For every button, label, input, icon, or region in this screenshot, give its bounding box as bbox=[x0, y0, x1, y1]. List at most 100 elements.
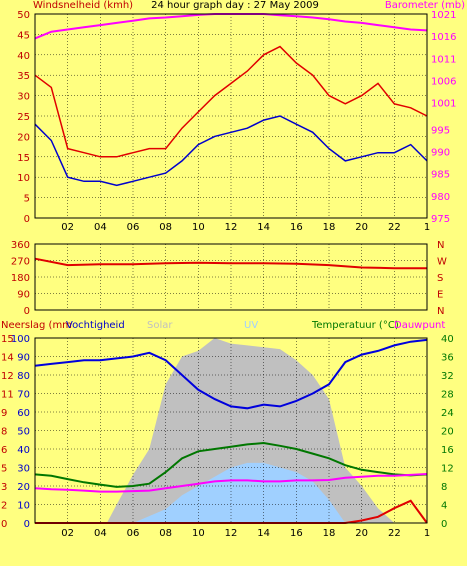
barometer-y-tick-label: 1001 bbox=[431, 99, 456, 110]
direction-line bbox=[34, 257, 427, 270]
temperature-y-tick-label: 20 bbox=[441, 427, 454, 438]
direction-compass-label: N bbox=[437, 306, 444, 317]
wind-y-tick-label: 40 bbox=[17, 51, 30, 62]
barometer-y-tick-label: 985 bbox=[431, 170, 450, 181]
wind-x-tick-label: 08 bbox=[159, 222, 172, 233]
wind-x-tick-label: 02 bbox=[61, 222, 74, 233]
humidity-y-tick-label: 50 bbox=[17, 427, 30, 438]
humidity-y-tick-label: 90 bbox=[17, 353, 30, 364]
barometer-y-tick-label: 975 bbox=[431, 214, 450, 225]
label-uv: UV bbox=[244, 320, 259, 331]
weather-x-tick-label: 10 bbox=[192, 528, 205, 539]
wind-y-tick-label: 35 bbox=[17, 71, 30, 82]
rain-y-tick-label: 12 bbox=[1, 371, 14, 382]
rain-y-tick-label: 11 bbox=[1, 390, 14, 401]
label-solar: Solar bbox=[147, 320, 173, 331]
rain-y-tick-label: 6 bbox=[1, 445, 7, 456]
rain-y-tick-label: 2 bbox=[1, 501, 7, 512]
weather-x-tick-label: 06 bbox=[127, 528, 140, 539]
wind-y-tick-label: 0 bbox=[24, 214, 30, 225]
barometer-y-tick-label: 1011 bbox=[431, 54, 456, 65]
barometer-y-tick-label: 995 bbox=[431, 125, 450, 136]
header-title: 24 hour graph day : 27 May 2009 bbox=[151, 0, 319, 11]
humidity-y-tick-label: 60 bbox=[17, 408, 30, 419]
direction-y-tick-label: 0 bbox=[24, 306, 30, 317]
barometer-y-tick-label: 1006 bbox=[431, 77, 456, 88]
wind-x-tick-label: 20 bbox=[355, 222, 368, 233]
rain-y-tick-label: 15 bbox=[1, 334, 14, 345]
humidity-y-tick-label: 100 bbox=[11, 334, 30, 345]
weather-x-tick-label: 16 bbox=[290, 528, 303, 539]
wind-x-tick-label: 10 bbox=[192, 222, 205, 233]
header-wind-label: Windsnelheid (kmh) bbox=[33, 0, 134, 11]
direction-compass-label: W bbox=[437, 257, 447, 268]
temperature-y-tick-label: 24 bbox=[441, 408, 454, 419]
wind-x-tick-label: 18 bbox=[323, 222, 336, 233]
weather-x-tick-label: 22 bbox=[388, 528, 401, 539]
weather-frame bbox=[34, 337, 428, 524]
weather-x-tick-label: 08 bbox=[159, 528, 172, 539]
wind-y-tick-label: 15 bbox=[17, 153, 30, 164]
wind-x-tick-label: 04 bbox=[94, 222, 107, 233]
temperature-y-tick-label: 0 bbox=[441, 519, 447, 530]
wind-y-tick-label: 20 bbox=[17, 132, 30, 143]
wind-y-tick-label: 50 bbox=[17, 10, 30, 21]
barometer-y-tick-label: 1016 bbox=[431, 32, 456, 43]
direction-y-tick-label: 270 bbox=[11, 257, 30, 268]
wind-y-tick-label: 45 bbox=[17, 30, 30, 41]
rain-y-tick-label: 5 bbox=[1, 464, 7, 475]
humidity-y-tick-label: 10 bbox=[17, 501, 30, 512]
wind-x-tick-label: 1 bbox=[424, 222, 430, 233]
humidity-y-tick-label: 20 bbox=[17, 482, 30, 493]
wind-avg-line bbox=[34, 115, 428, 187]
label-temperatuur: Temperatuur (°C) bbox=[312, 320, 399, 331]
header-barometer-label: Barometer (mb) bbox=[384, 0, 465, 11]
rain-y-tick-label: 8 bbox=[1, 427, 7, 438]
temperature-y-tick-label: 16 bbox=[441, 445, 454, 456]
temperature-y-tick-label: 8 bbox=[441, 482, 447, 493]
temperature-y-tick-label: 4 bbox=[441, 501, 447, 512]
direction-compass-label: N bbox=[437, 240, 444, 251]
humidity-y-tick-label: 30 bbox=[17, 464, 30, 475]
barometer-y-tick-label: 990 bbox=[431, 147, 450, 158]
wind-y-tick-label: 30 bbox=[17, 92, 30, 103]
humidity-y-tick-label: 40 bbox=[17, 445, 30, 456]
direction-y-tick-label: 360 bbox=[11, 240, 30, 251]
weather-x-tick-label: 1 bbox=[424, 528, 430, 539]
weather-x-tick-label: 12 bbox=[225, 528, 238, 539]
temperature-line bbox=[34, 441, 428, 488]
direction-y-tick-label: 90 bbox=[17, 290, 30, 301]
direction-frame bbox=[34, 243, 428, 311]
wind-x-tick-label: 14 bbox=[257, 222, 270, 233]
wind-x-tick-label: 06 bbox=[127, 222, 140, 233]
weather-x-tick-label: 04 bbox=[94, 528, 107, 539]
temperature-y-tick-label: 40 bbox=[441, 334, 454, 345]
temperature-y-tick-label: 12 bbox=[441, 464, 454, 475]
humidity-y-tick-label: 0 bbox=[24, 519, 30, 530]
label-vochtigheid: Vochtigheid bbox=[66, 320, 125, 331]
dewpoint-line bbox=[34, 473, 428, 493]
wind-y-tick-label: 5 bbox=[24, 194, 30, 205]
weather-x-tick-label: 18 bbox=[323, 528, 336, 539]
direction-compass-label: S bbox=[437, 273, 443, 284]
wind-frame bbox=[34, 13, 428, 219]
humidity-line bbox=[34, 338, 428, 410]
humidity-y-tick-label: 70 bbox=[17, 390, 30, 401]
temperature-y-tick-label: 36 bbox=[441, 353, 454, 364]
weather-x-tick-label: 20 bbox=[355, 528, 368, 539]
weather-x-tick-label: 02 bbox=[61, 528, 74, 539]
weather-x-tick-label: 14 bbox=[257, 528, 270, 539]
direction-y-tick-label: 180 bbox=[11, 273, 30, 284]
label-neerslag: Neerslag (mm bbox=[1, 320, 72, 331]
rain-y-tick-label: 9 bbox=[1, 408, 7, 419]
temperature-y-tick-label: 28 bbox=[441, 390, 454, 401]
wind-gust-line bbox=[34, 45, 428, 158]
uv-area bbox=[35, 462, 427, 523]
barometer-y-tick-label: 980 bbox=[431, 192, 450, 203]
humidity-y-tick-label: 80 bbox=[17, 371, 30, 382]
wind-y-tick-label: 25 bbox=[17, 112, 30, 123]
rain-y-tick-label: 3 bbox=[1, 482, 7, 493]
label-dauwpunt: Dauwpunt bbox=[394, 320, 446, 331]
